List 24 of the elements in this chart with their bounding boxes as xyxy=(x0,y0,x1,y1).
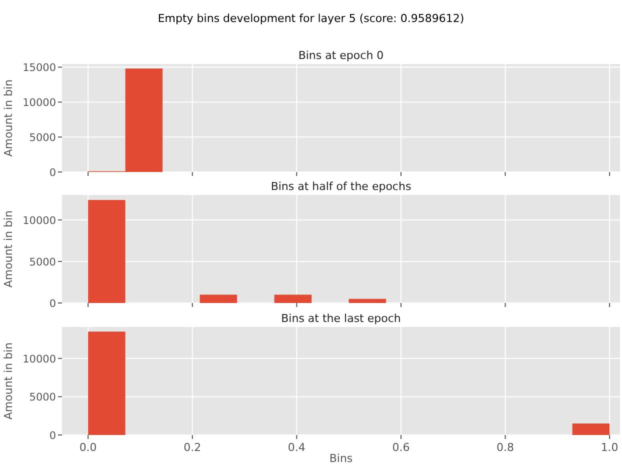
x-tick-label: 1.0 xyxy=(600,441,618,454)
y-tick-label: 10000 xyxy=(22,97,56,110)
y-tick-label: 0 xyxy=(49,298,56,310)
x-tick-label: 0.8 xyxy=(496,441,514,454)
chart-title: Bins at the last epoch xyxy=(281,312,401,325)
y-tick-label: 10000 xyxy=(22,353,56,366)
y-tick-label: 10000 xyxy=(22,214,56,227)
y-tick-label: 5000 xyxy=(29,256,56,268)
y-axis-title: Amount in bin xyxy=(2,210,15,288)
y-tick-label: 5000 xyxy=(29,392,56,404)
y-tick-label: 15000 xyxy=(22,62,56,74)
x-tick-label: 0.2 xyxy=(184,441,202,454)
x-axis-title: Bins xyxy=(329,452,353,464)
chart-title: Bins at epoch 0 xyxy=(298,49,384,62)
x-tick-label: 0.6 xyxy=(392,441,410,454)
x-tick-label: 0.4 xyxy=(288,441,306,454)
chart-title: Bins at half of the epochs xyxy=(270,180,412,193)
x-tick-label: 0.0 xyxy=(79,441,97,454)
y-axis-title: Amount in bin xyxy=(2,342,15,420)
y-axis-title: Amount in bin xyxy=(2,79,15,157)
y-tick-label: 0 xyxy=(49,430,56,442)
y-tick-label: 5000 xyxy=(29,132,56,144)
y-tick-label: 0 xyxy=(49,167,56,179)
text: Empty bins development for layer 5 (score: 0.9589612) xyxy=(158,12,464,25)
